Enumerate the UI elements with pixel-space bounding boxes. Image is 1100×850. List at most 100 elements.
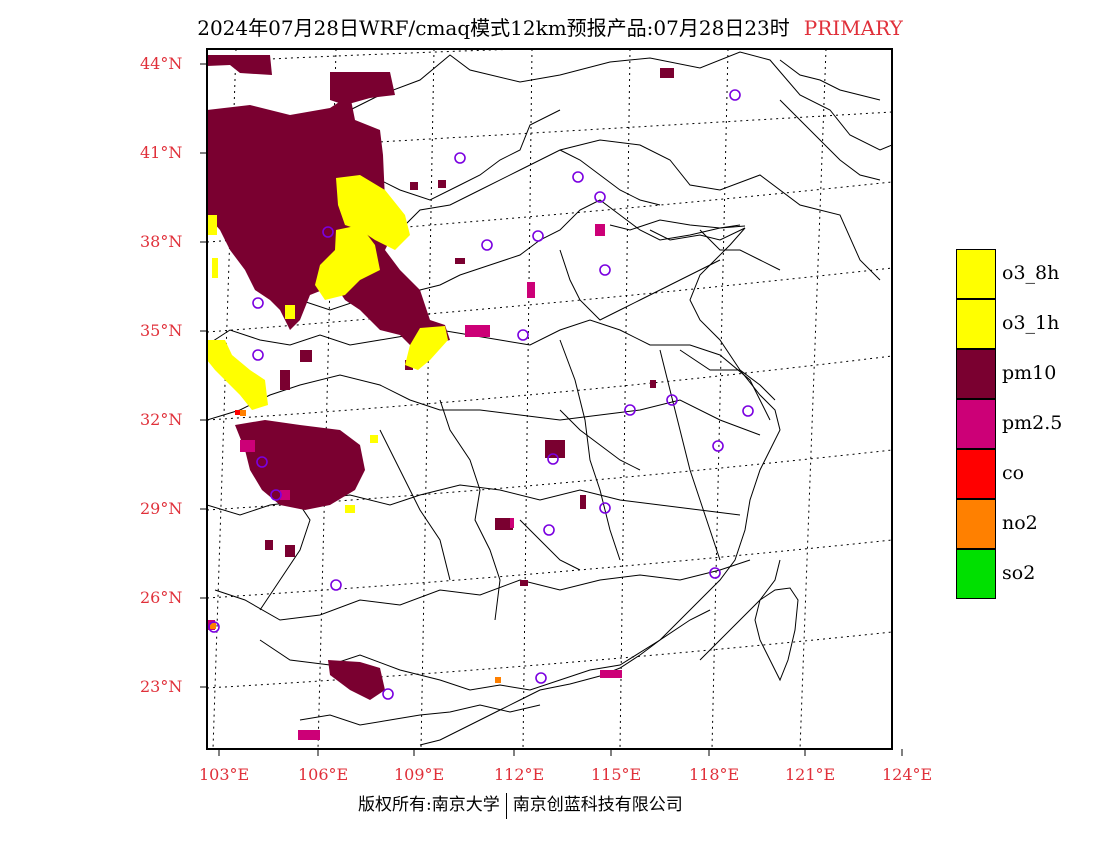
pm25-block — [280, 490, 290, 500]
footer-left: 版权所有:南京大学 — [358, 795, 500, 815]
lon-label: 118°E — [689, 765, 740, 784]
legend-label: pm2.5 — [1002, 412, 1063, 434]
station-marker — [535, 672, 547, 684]
station-markers — [208, 89, 754, 700]
station-marker — [666, 394, 678, 406]
pm10-block — [455, 258, 465, 264]
pm10-block — [265, 540, 273, 550]
lat-label: 23°N — [140, 677, 183, 696]
station-marker — [481, 239, 493, 251]
legend-swatch — [956, 299, 996, 349]
station-marker — [252, 297, 264, 309]
station-marker — [256, 456, 268, 468]
o3-block — [207, 215, 217, 235]
station-marker — [742, 405, 754, 417]
lon-label: 109°E — [394, 765, 445, 784]
station-marker — [454, 152, 466, 164]
legend-swatch — [956, 349, 996, 399]
pm10-block — [285, 545, 295, 557]
lon-label: 121°E — [785, 765, 836, 784]
pm25-block — [298, 730, 320, 740]
legend-swatch — [956, 549, 996, 599]
station-marker — [532, 230, 544, 242]
pm25-block — [240, 440, 255, 452]
pm10-block — [438, 180, 446, 188]
pm10-region — [330, 72, 395, 105]
station-marker — [624, 404, 636, 416]
station-marker — [712, 440, 724, 452]
o3-block — [370, 435, 378, 443]
pm10-block — [580, 495, 586, 509]
footer-separator — [505, 792, 507, 819]
legend-swatch — [956, 449, 996, 499]
pm25-block — [595, 224, 605, 236]
legend-swatch — [956, 399, 996, 449]
no2-block — [495, 677, 501, 683]
lat-label: 35°N — [140, 321, 183, 340]
legend-swatch — [956, 499, 996, 549]
graticule — [207, 49, 892, 749]
chart-title: 2024年07月28日WRF/cmaq模式12km预报产品:07月28日23时 P… — [0, 12, 1100, 41]
pm10-region — [235, 420, 365, 510]
lat-label: 26°N — [140, 588, 183, 607]
legend-label: so2 — [1002, 562, 1036, 584]
station-marker — [252, 349, 264, 361]
legend-label: no2 — [1002, 512, 1038, 534]
station-marker — [599, 264, 611, 276]
coastline — [419, 219, 781, 746]
station-marker — [208, 621, 220, 633]
lon-label: 115°E — [591, 765, 642, 784]
legend-swatch — [956, 249, 996, 299]
pm10-block — [410, 182, 418, 190]
station-marker — [547, 453, 559, 465]
station-marker — [729, 89, 741, 101]
o3-block — [285, 305, 295, 319]
station-marker — [572, 171, 584, 183]
o3-region — [336, 175, 410, 250]
o3-region — [405, 326, 448, 370]
station-marker — [594, 191, 606, 203]
pm10-block — [495, 518, 513, 530]
pm10-region — [328, 660, 385, 700]
station-marker — [322, 226, 334, 238]
legend-label: o3_1h — [1002, 312, 1060, 334]
lat-label: 44°N — [140, 54, 183, 73]
legend-label: o3_8h — [1002, 262, 1060, 284]
station-marker — [599, 502, 611, 514]
co-block — [235, 410, 240, 415]
o3-region — [207, 340, 268, 410]
pm10-block — [300, 350, 312, 362]
footer-right: 南京创蓝科技有限公司 — [512, 795, 683, 815]
pm25-block — [465, 325, 490, 337]
map-frame — [206, 48, 893, 750]
lat-label: 29°N — [140, 499, 183, 518]
pm10-region — [207, 95, 450, 345]
pm10-block — [545, 440, 565, 458]
primary-tag: PRIMARY — [803, 16, 903, 40]
pm10-block — [650, 380, 656, 388]
station-marker — [709, 567, 721, 579]
lon-label: 103°E — [199, 765, 250, 784]
o3-region — [315, 225, 380, 300]
pm25-block — [510, 518, 514, 528]
title-text: 2024年07月28日WRF/cmaq模式12km预报产品:07月28日23时 — [197, 16, 790, 40]
lat-label: 32°N — [140, 410, 183, 429]
legend-label: pm10 — [1002, 362, 1057, 384]
station-marker — [382, 688, 394, 700]
o3-block — [212, 258, 218, 278]
o3-block — [345, 505, 355, 513]
lon-label: 112°E — [494, 765, 545, 784]
pm25-block — [527, 282, 535, 298]
no2-block — [210, 623, 216, 629]
lon-label: 124°E — [882, 765, 933, 784]
lat-label: 38°N — [140, 232, 183, 251]
station-marker — [543, 524, 555, 536]
no2-block — [240, 410, 246, 416]
station-marker — [330, 579, 342, 591]
lon-label: 106°E — [298, 765, 349, 784]
pm25-block — [600, 670, 622, 678]
copyright-footer: 版权所有:南京大学 南京创蓝科技有限公司 — [358, 790, 683, 819]
station-marker — [270, 489, 282, 501]
pm10-block — [280, 370, 290, 390]
